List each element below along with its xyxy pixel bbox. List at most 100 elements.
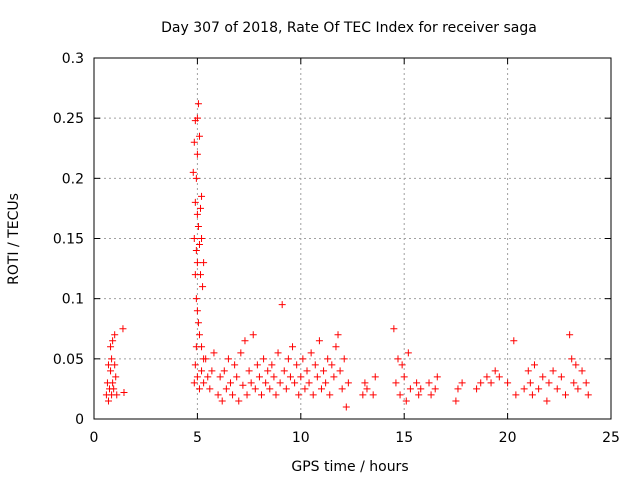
data-point — [530, 361, 538, 369]
data-point — [303, 367, 311, 375]
data-point — [191, 361, 199, 369]
data-point — [392, 379, 400, 387]
data-point — [278, 301, 286, 309]
data-point — [557, 373, 565, 381]
data-point — [231, 361, 239, 369]
data-point — [272, 391, 280, 399]
data-point — [107, 367, 115, 375]
data-point — [109, 379, 117, 387]
data-point — [192, 174, 200, 182]
data-point — [562, 391, 570, 399]
data-point — [195, 385, 203, 393]
data-point — [553, 385, 561, 393]
data-point — [326, 391, 334, 399]
data-point — [295, 391, 303, 399]
data-point — [524, 367, 532, 375]
data-point — [224, 355, 232, 363]
data-point — [210, 349, 218, 357]
data-point — [582, 379, 590, 387]
data-point — [218, 397, 226, 405]
data-point — [566, 331, 574, 339]
data-point — [284, 355, 292, 363]
data-point — [237, 349, 245, 357]
data-point — [291, 379, 299, 387]
data-point — [371, 373, 379, 381]
data-point — [264, 367, 272, 375]
data-point — [535, 385, 543, 393]
data-points — [102, 100, 592, 411]
data-point — [332, 343, 340, 351]
data-point — [539, 373, 547, 381]
axis-ticks: 0 5 10 15 20 25 0 0.05 0.1 0.15 0.2 0.25 0.3 — [53, 51, 620, 446]
x-tick-label: 5 — [193, 430, 202, 446]
x-tick-label: 20 — [499, 430, 517, 446]
data-point — [255, 373, 263, 381]
data-point — [190, 138, 198, 146]
data-point — [104, 361, 112, 369]
data-point — [249, 331, 257, 339]
y-axis-label: ROTI / TECUs — [6, 193, 22, 285]
data-point — [301, 385, 309, 393]
data-point — [220, 367, 228, 375]
data-point — [572, 361, 580, 369]
data-point — [454, 385, 462, 393]
data-point — [570, 379, 578, 387]
data-point — [204, 373, 212, 381]
data-point — [402, 397, 410, 405]
data-point — [578, 367, 586, 375]
data-point — [425, 379, 433, 387]
data-point — [396, 391, 404, 399]
data-point — [491, 367, 499, 375]
data-point — [361, 379, 369, 387]
data-point — [398, 361, 406, 369]
data-point — [195, 331, 203, 339]
data-point — [342, 403, 350, 411]
data-point — [111, 331, 119, 339]
data-point — [330, 373, 338, 381]
data-point — [193, 210, 201, 218]
data-point — [520, 385, 528, 393]
data-point — [266, 385, 274, 393]
data-point — [406, 385, 414, 393]
data-point — [206, 385, 214, 393]
data-point — [193, 259, 201, 267]
data-point — [458, 379, 466, 387]
data-point — [344, 379, 352, 387]
data-point — [495, 373, 503, 381]
data-point — [427, 391, 435, 399]
data-point — [111, 361, 119, 369]
data-point — [297, 373, 305, 381]
data-point — [431, 385, 439, 393]
data-point — [510, 337, 518, 345]
data-point — [113, 391, 121, 399]
data-point — [235, 397, 243, 405]
data-point — [194, 100, 202, 108]
data-point — [390, 325, 398, 333]
y-tick-label: 0.3 — [62, 51, 84, 67]
data-point — [433, 373, 441, 381]
data-point — [299, 355, 307, 363]
data-point — [483, 373, 491, 381]
data-point — [400, 373, 408, 381]
data-point — [195, 132, 203, 140]
data-point — [363, 385, 371, 393]
data-point — [394, 355, 402, 363]
data-point — [200, 379, 208, 387]
data-point — [197, 271, 205, 279]
data-point — [260, 355, 268, 363]
data-point — [229, 391, 237, 399]
data-point — [477, 379, 485, 387]
data-point — [262, 379, 270, 387]
data-point — [197, 204, 205, 212]
data-point — [276, 379, 284, 387]
data-point — [251, 385, 259, 393]
data-point — [208, 367, 216, 375]
data-point — [190, 379, 198, 387]
data-point — [305, 379, 313, 387]
data-point — [568, 355, 576, 363]
data-point — [336, 367, 344, 375]
data-point — [280, 367, 288, 375]
data-point — [192, 247, 200, 255]
data-point — [320, 367, 328, 375]
